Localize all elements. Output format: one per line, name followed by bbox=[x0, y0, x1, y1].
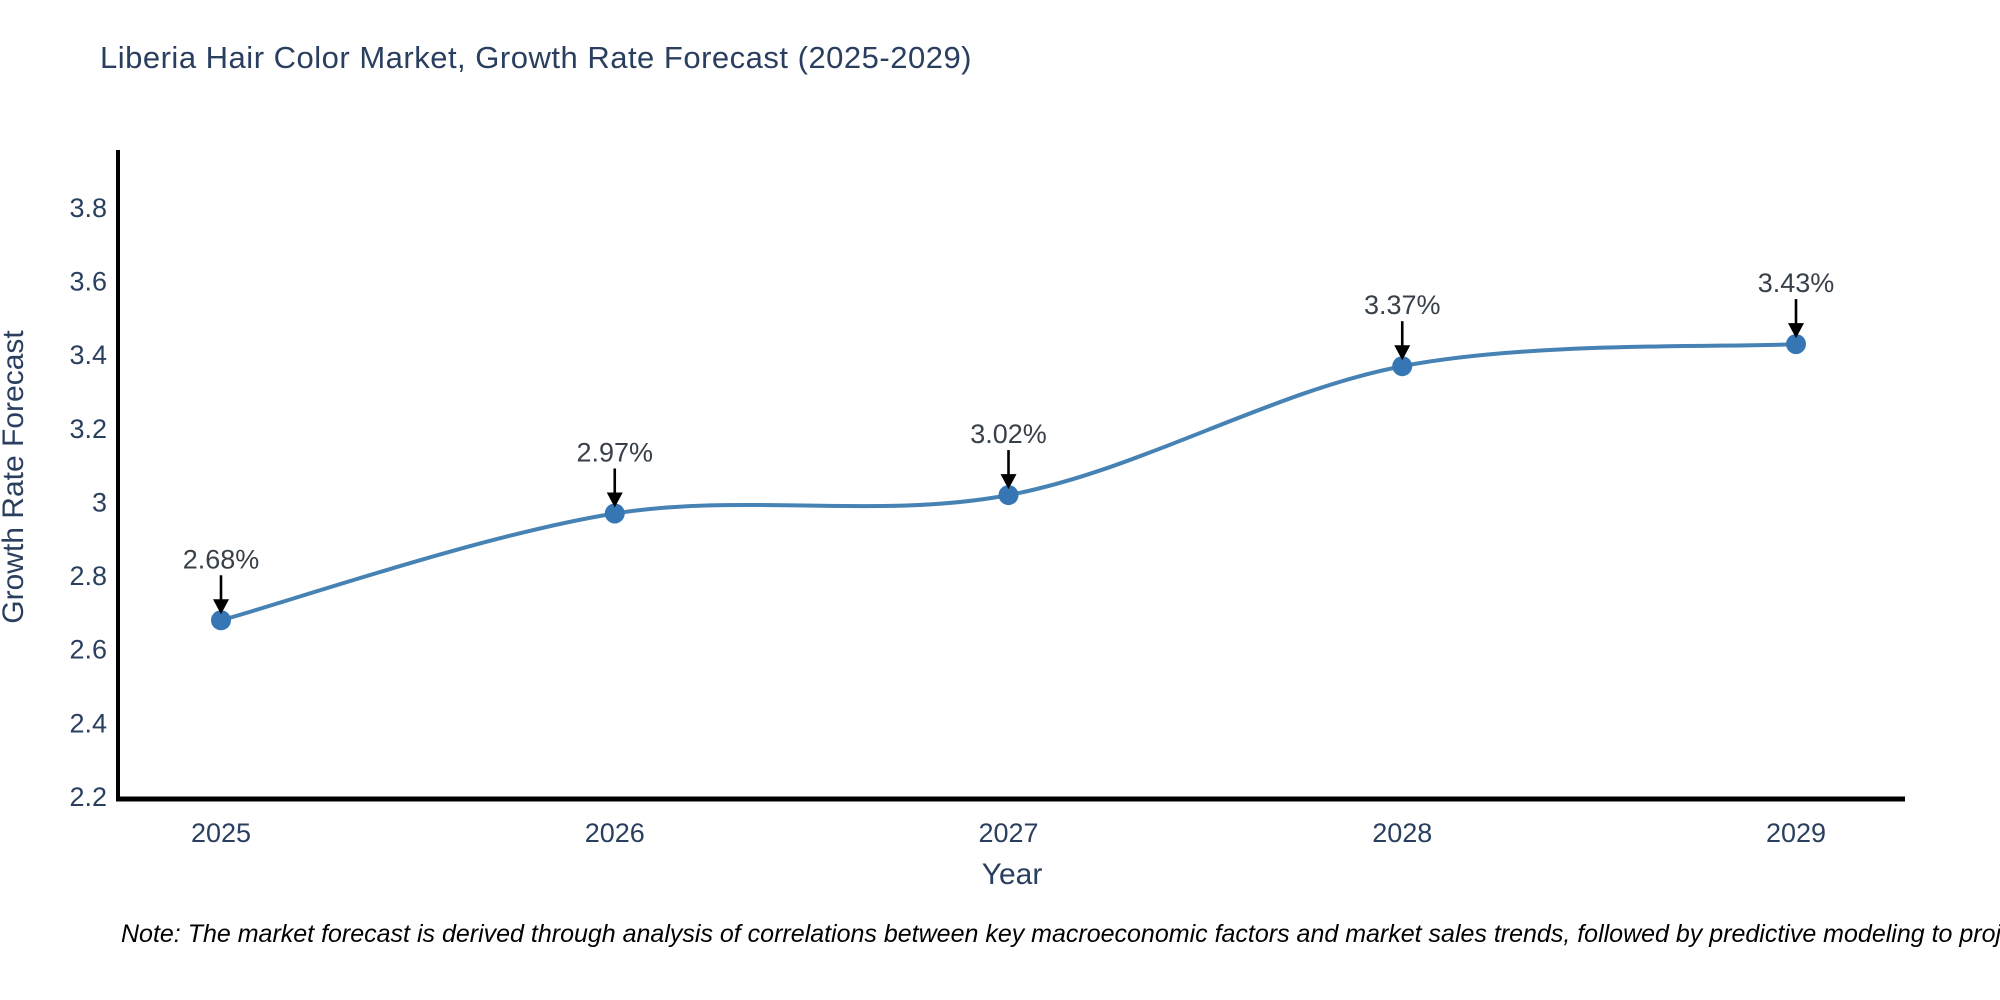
annotation-arrow-head bbox=[1788, 323, 1804, 339]
data-point-marker bbox=[211, 610, 231, 631]
y-tick-label: 3 bbox=[92, 487, 107, 517]
data-point-label: 3.37% bbox=[1364, 290, 1441, 320]
x-tick-label: 2029 bbox=[1766, 818, 1826, 848]
x-tick-label: 2027 bbox=[978, 818, 1038, 848]
data-point-label: 3.43% bbox=[1758, 268, 1835, 298]
y-tick-label: 2.8 bbox=[69, 561, 107, 591]
data-point-label: 3.02% bbox=[970, 419, 1047, 449]
data-point-label: 2.68% bbox=[183, 544, 260, 574]
data-point-marker bbox=[604, 503, 625, 524]
y-tick-label: 2.2 bbox=[69, 782, 107, 812]
data-point-marker bbox=[1392, 356, 1413, 377]
footnote: Note: The market forecast is derived thr… bbox=[121, 920, 2000, 948]
annotation-arrow-head bbox=[1000, 474, 1017, 490]
x-tick-label: 2025 bbox=[191, 818, 251, 848]
x-tick-label: 2026 bbox=[585, 818, 645, 848]
annotation-arrow-head bbox=[1394, 345, 1411, 361]
chart-title: Liberia Hair Color Market, Growth Rate F… bbox=[100, 40, 973, 75]
y-axis-title: Growth Rate Forecast bbox=[0, 330, 30, 624]
x-tick-label: 2028 bbox=[1372, 818, 1432, 848]
y-tick-label: 2.4 bbox=[69, 708, 107, 738]
annotation-arrow-head bbox=[606, 492, 623, 508]
data-point-label: 2.97% bbox=[576, 437, 653, 467]
y-tick-label: 3.6 bbox=[69, 267, 107, 297]
data-point-marker bbox=[1786, 334, 1806, 355]
y-tick-label: 3.4 bbox=[69, 340, 107, 370]
annotation-arrow-head bbox=[213, 599, 229, 615]
y-tick-label: 3.2 bbox=[69, 414, 107, 444]
data-point-marker bbox=[998, 485, 1019, 506]
x-axis-title: Year bbox=[981, 858, 1043, 891]
y-tick-label: 2.6 bbox=[69, 635, 107, 665]
y-tick-label: 3.8 bbox=[69, 193, 107, 223]
